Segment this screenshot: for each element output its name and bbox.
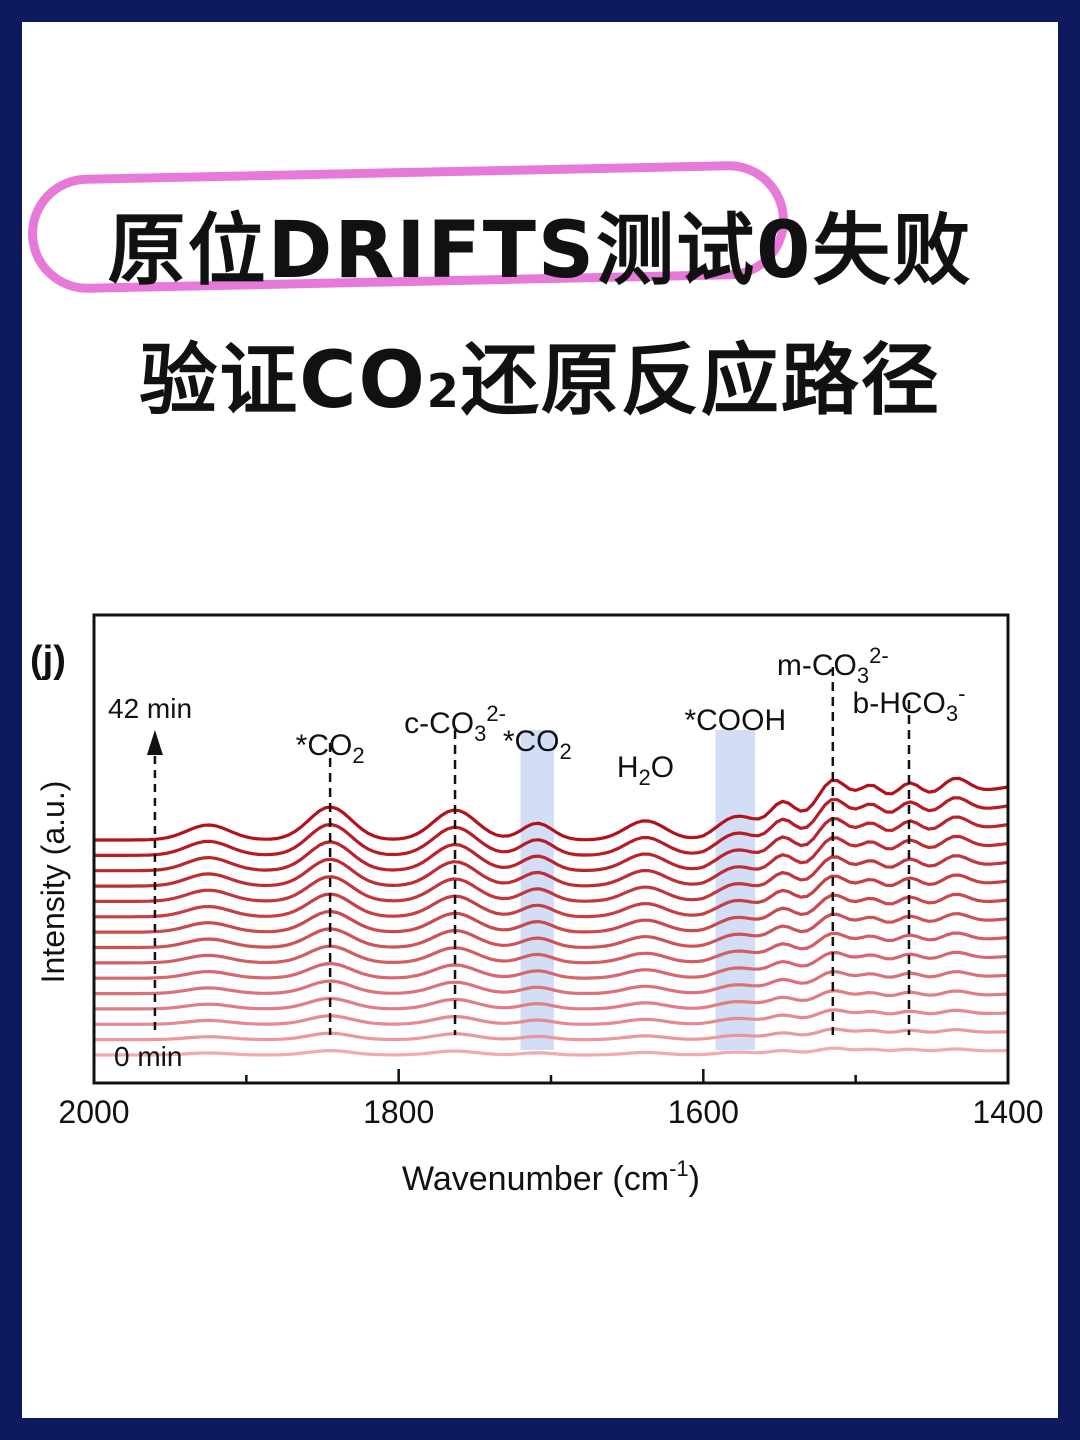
x-axis-label-sup: -1 bbox=[669, 1156, 689, 1181]
annotation-sub: 3 bbox=[946, 701, 958, 726]
headline-line-1: 原位DRIFTS测试0失败 bbox=[0, 188, 1080, 300]
x-tick-label: 1400 bbox=[972, 1094, 1043, 1130]
spectrum-line bbox=[94, 970, 1009, 996]
x-axis-label-end: ) bbox=[689, 1160, 700, 1198]
peak-annotation: b-HCO3- bbox=[853, 681, 966, 726]
peak-annotation: *CO2 bbox=[503, 725, 572, 764]
annotation-base: m-CO bbox=[777, 649, 857, 682]
headline-line-2: 验证CO2还原反应路径 bbox=[0, 318, 1080, 430]
headline-line-2-a: 验证CO bbox=[139, 336, 427, 426]
time-label-start: 0 min bbox=[114, 1041, 182, 1072]
annotation-base: H bbox=[617, 751, 639, 784]
x-tick-label: 2000 bbox=[58, 1094, 129, 1130]
annotation-base: *COOH bbox=[684, 704, 786, 737]
annotation-sub: 2 bbox=[352, 743, 364, 768]
peak-annotation: m-CO32- bbox=[777, 643, 889, 688]
annotation-sub: 3 bbox=[857, 663, 869, 688]
annotation-base: b-HCO bbox=[853, 687, 946, 720]
spectrum-line bbox=[94, 931, 1009, 965]
spectrum-line bbox=[94, 854, 1009, 903]
time-label-end: 42 min bbox=[108, 693, 192, 724]
spectrum-line bbox=[94, 989, 1009, 1011]
spectrum-line bbox=[94, 892, 1009, 934]
panel-label: (j) bbox=[30, 639, 66, 681]
spectrum-line bbox=[94, 1046, 1009, 1057]
annotation-sub: 2 bbox=[638, 765, 650, 790]
annotation-sup: 2- bbox=[869, 643, 889, 668]
x-axis-label: Wavenumber (cm-1) bbox=[402, 1156, 700, 1198]
headline-line-2-sub: 2 bbox=[426, 364, 461, 418]
peak-annotation: *COOH bbox=[684, 704, 786, 737]
x-tick-label: 1600 bbox=[668, 1094, 739, 1130]
x-axis-label-main: Wavenumber (cm bbox=[402, 1160, 669, 1198]
annotation-base: c-CO bbox=[404, 707, 474, 740]
drifts-chart: 2000 1800 1600 1400 (j) Intensity (a.u.) Wa… bbox=[30, 613, 1044, 1198]
spectrum-line bbox=[94, 834, 1009, 888]
spectrum-line bbox=[94, 776, 1009, 842]
content-card bbox=[22, 22, 1058, 1418]
spectrum-line bbox=[94, 815, 1009, 873]
time-arrow-head bbox=[146, 730, 163, 755]
annotation-sub: 3 bbox=[474, 721, 486, 746]
annotation-sup: - bbox=[958, 681, 965, 706]
annotation-tail: O bbox=[651, 751, 674, 784]
headline-line-2-b: 还原反应路径 bbox=[460, 336, 941, 426]
y-axis-label: Intensity (a.u.) bbox=[35, 781, 71, 984]
spectrum-line bbox=[94, 1027, 1009, 1042]
annotation-sup: 2- bbox=[486, 701, 506, 726]
x-tick-label: 1800 bbox=[363, 1094, 434, 1130]
peak-annotation: *CO2 bbox=[296, 729, 365, 768]
headline-line-1-text: 原位DRIFTS测试0失败 bbox=[107, 206, 973, 296]
peak-annotation: H2O bbox=[617, 751, 674, 790]
spectrum-line bbox=[94, 1008, 1009, 1026]
spectrum-line bbox=[94, 912, 1009, 950]
spectrum-line bbox=[94, 950, 1009, 980]
spectrum-line bbox=[94, 873, 1009, 919]
annotation-base: *CO bbox=[296, 729, 353, 762]
annotation-sub: 2 bbox=[560, 739, 572, 764]
annotation-base: *CO bbox=[503, 725, 560, 758]
spectrum-line bbox=[94, 796, 1009, 857]
peak-annotation: c-CO32- bbox=[404, 701, 506, 746]
